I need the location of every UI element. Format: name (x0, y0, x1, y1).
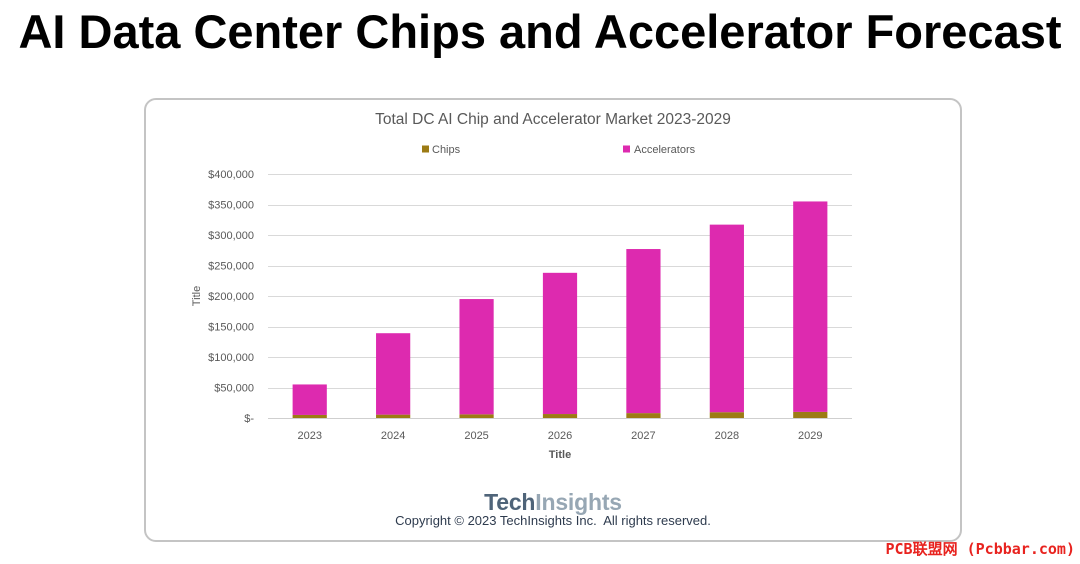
legend-label-chips: Chips (432, 144, 461, 156)
x-tick-label: 2028 (715, 430, 739, 442)
bar-chips-2025 (459, 414, 494, 418)
y-axis-title: Title (191, 286, 203, 306)
y-tick-label: $- (244, 413, 254, 425)
x-tick-label: 2026 (548, 430, 572, 442)
bar-chips-2027 (626, 413, 661, 418)
legend-marker-chips (422, 145, 429, 153)
logo-part-insights: Insights (535, 489, 622, 515)
copyright-notice: Copyright © 2023 TechInsights Inc. All r… (395, 513, 711, 528)
x-tick-label: 2024 (381, 430, 405, 442)
techinsights-logo: TechInsights (144, 488, 962, 516)
bar-accelerators-2024 (376, 333, 411, 415)
bar-accelerators-2027 (626, 249, 661, 414)
y-tick-label: $400,000 (208, 169, 254, 181)
y-tick-label: $50,000 (214, 383, 254, 395)
slide-title: AI Data Center Chips and Accelerator For… (18, 5, 1062, 58)
y-tick-label: $350,000 (208, 200, 254, 212)
chart-title: Total DC AI Chip and Accelerator Market … (375, 111, 731, 128)
bar-chips-2028 (709, 412, 744, 418)
bars (292, 201, 828, 418)
gridlines (268, 174, 852, 419)
x-tick-label: 2027 (631, 430, 655, 442)
y-tick-label: $150,000 (208, 322, 254, 334)
chart: Total DC AI Chip and Accelerator Market … (191, 111, 852, 461)
x-tick-label: 2029 (798, 430, 822, 442)
bar-accelerators-2029 (793, 201, 828, 412)
y-tick-label: $300,000 (208, 230, 254, 242)
y-axis-tick-labels: $- $50,000 $100,000 $150,000 $200,000 $250,00… (208, 169, 254, 425)
watermark: PCB联盟网 (Pcbbar.com) (885, 540, 1076, 558)
bar-accelerators-2025 (459, 299, 494, 415)
y-tick-label: $250,000 (208, 261, 254, 273)
bar-chips-2024 (376, 414, 411, 418)
x-tick-label: 2023 (297, 430, 321, 442)
bar-accelerators-2023 (292, 384, 327, 415)
logo-part-tech: Tech (484, 489, 536, 515)
legend-label-accelerators: Accelerators (634, 144, 696, 156)
x-tick-label: 2025 (464, 430, 488, 442)
y-tick-label: $100,000 (208, 352, 254, 364)
bar-chips-2029 (793, 411, 828, 418)
bar-chips-2023 (292, 414, 327, 418)
y-tick-label: $200,000 (208, 291, 254, 303)
x-axis-tick-labels: 2023 2024 2025 2026 2027 2028 2029 (297, 430, 822, 442)
x-axis-title: Title (549, 449, 571, 461)
bar-accelerators-2028 (709, 224, 744, 413)
bar-accelerators-2026 (542, 272, 578, 415)
legend: Chips Accelerators (422, 144, 696, 156)
bar-chips-2026 (542, 414, 578, 418)
legend-marker-accelerators (623, 145, 630, 153)
